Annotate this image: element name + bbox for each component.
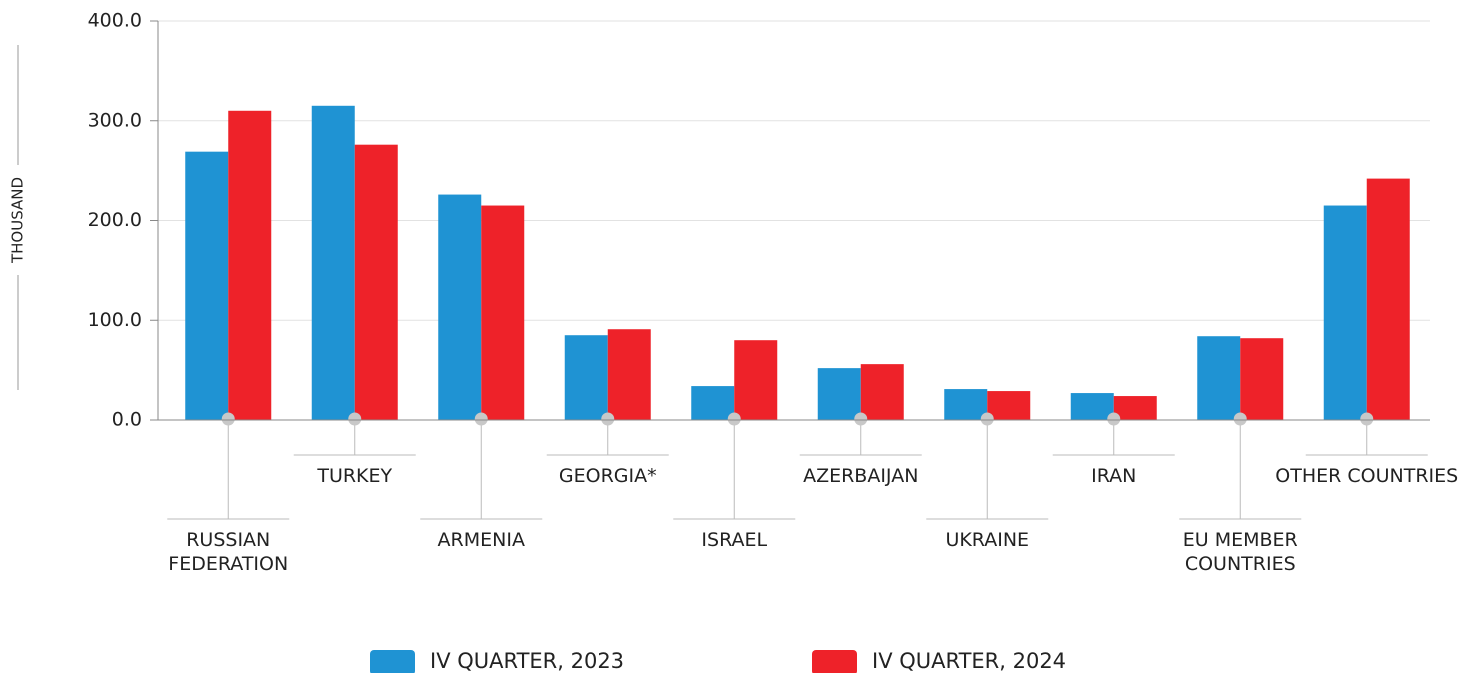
bar xyxy=(1323,205,1367,420)
axis-dot xyxy=(474,412,488,426)
bar xyxy=(734,340,778,420)
bar xyxy=(354,144,398,420)
bar xyxy=(607,329,651,420)
y-axis-label: THOUSAND xyxy=(9,177,27,264)
axis-dot xyxy=(1233,412,1247,426)
legend-label: IV QUARTER, 2024 xyxy=(872,649,1066,673)
axis-dot xyxy=(348,412,362,426)
y-tick-label: 100.0 xyxy=(88,309,142,331)
bar xyxy=(860,364,904,420)
legend-label: IV QUARTER, 2023 xyxy=(430,649,624,673)
x-tick-label: AZERBAIJAN xyxy=(803,465,919,487)
bar xyxy=(1070,393,1114,420)
x-tick-label: RUSSIAN FEDERATION xyxy=(168,529,289,575)
x-tick-label: UKRAINE xyxy=(945,529,1030,551)
legend-swatch xyxy=(370,650,415,673)
bar xyxy=(817,368,861,420)
bar xyxy=(185,151,229,421)
axis-dot xyxy=(727,412,741,426)
bar xyxy=(1366,178,1410,420)
axis-dot xyxy=(854,412,868,426)
bar xyxy=(228,110,272,421)
bar xyxy=(438,194,482,420)
axis-dot xyxy=(1360,412,1374,426)
bar xyxy=(1113,396,1157,420)
bar xyxy=(944,389,988,420)
x-tick-label: GEORGIA* xyxy=(558,465,657,487)
bar xyxy=(691,386,735,420)
bar xyxy=(311,105,355,420)
x-tick-label: OTHER COUNTRIES xyxy=(1275,465,1459,487)
y-tick-label: 200.0 xyxy=(88,209,142,231)
bar xyxy=(481,205,525,420)
bar xyxy=(1197,336,1241,420)
y-tick-label: 0.0 xyxy=(112,409,142,431)
axis-dot xyxy=(221,412,235,426)
bar xyxy=(987,391,1031,420)
bar xyxy=(564,335,608,420)
x-tick-label: IRAN xyxy=(1091,465,1137,487)
y-tick-label: 300.0 xyxy=(88,109,142,131)
x-tick-label: TURKEY xyxy=(317,465,393,487)
legend-swatch xyxy=(812,650,857,673)
y-tick-label: 400.0 xyxy=(88,10,142,32)
axis-dot xyxy=(1107,412,1121,426)
axis-dot xyxy=(980,412,994,426)
x-tick-label: ARMENIA xyxy=(437,529,525,551)
x-tick-label: EU MEMBER COUNTRIES xyxy=(1182,529,1298,575)
bar xyxy=(1240,338,1284,420)
axis-dot xyxy=(601,412,615,426)
x-tick-label: ISRAEL xyxy=(701,529,768,551)
